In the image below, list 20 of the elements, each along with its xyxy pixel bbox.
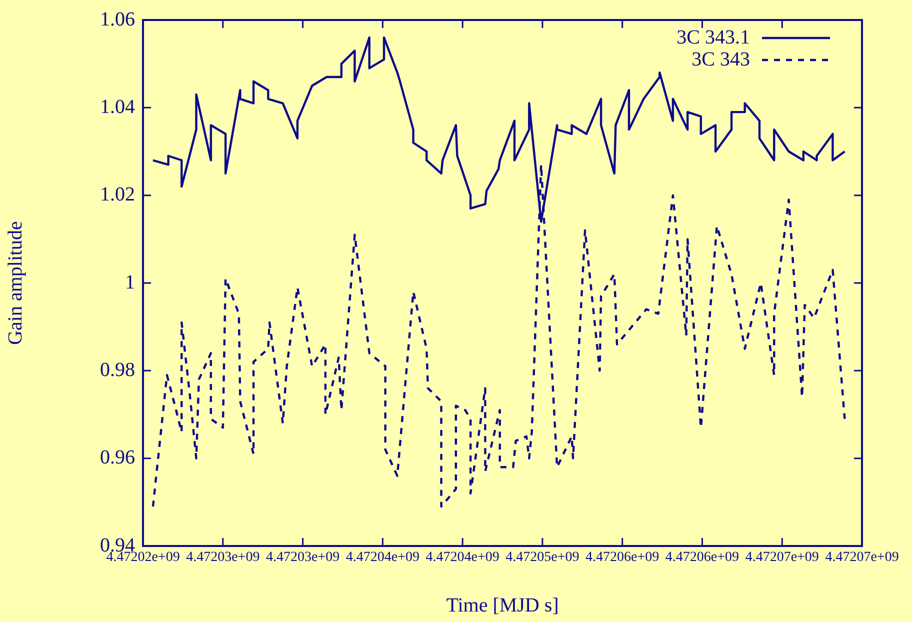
legend-label: 3C 343.1	[676, 26, 750, 48]
x-tick-label: 4.47205e+09	[506, 550, 580, 566]
x-tick-label: 4.47202e+09	[106, 550, 180, 566]
y-tick-label: 1.06	[100, 8, 135, 30]
x-tick-label: 4.47207e+09	[745, 550, 819, 566]
x-tick-label: 4.47203e+09	[266, 550, 340, 566]
y-tick-label: 0.96	[100, 446, 135, 469]
x-tick-label: 4.47204e+09	[426, 550, 500, 566]
y-axis-title: Gain amplitude	[4, 220, 26, 345]
legend-label: 3C 343	[692, 48, 750, 70]
y-tick-label: 1	[125, 271, 135, 294]
x-tick-label: 4.47206e+09	[665, 550, 740, 566]
x-tick-label: 4.47203e+09	[186, 550, 260, 566]
x-axis-title: Time [MJD s]	[446, 594, 559, 616]
x-tick-label: 4.47206e+09	[586, 550, 660, 566]
x-tick-label: 4.47204e+09	[346, 550, 420, 566]
y-tick-label: 0.98	[100, 358, 135, 381]
x-tick-label: 4.47207e+09	[825, 550, 899, 566]
y-tick-label: 1.04	[100, 96, 135, 118]
y-tick-label: 1.02	[100, 184, 135, 206]
